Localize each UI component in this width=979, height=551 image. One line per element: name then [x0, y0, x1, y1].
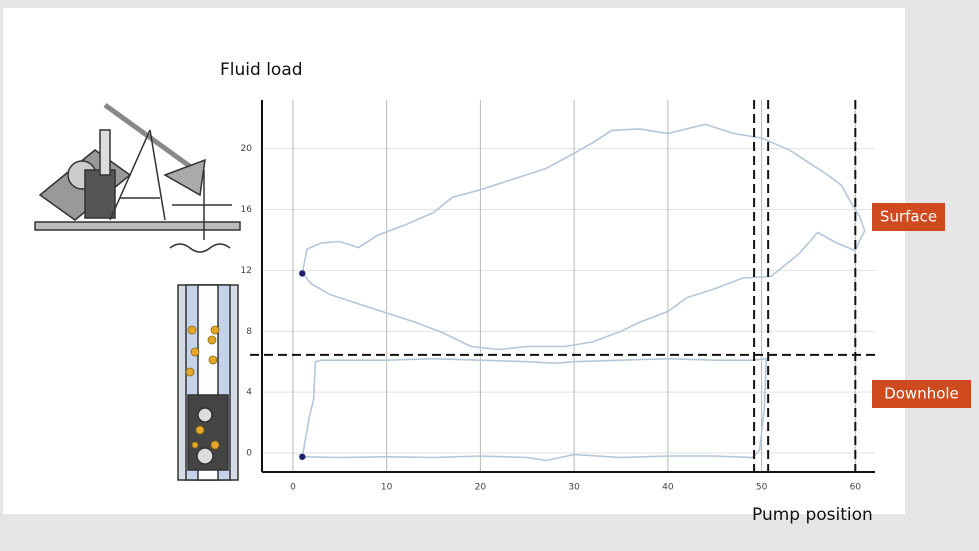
slide-background	[3, 8, 905, 514]
y-tick-label: 20	[241, 144, 253, 154]
y-tick-label: 4	[246, 388, 252, 398]
y-tick-label: 12	[241, 266, 252, 276]
x-tick-label: 30	[568, 483, 580, 493]
y-tick-label: 0	[246, 448, 252, 458]
marker-dot	[299, 453, 306, 460]
x-tick-label: 20	[475, 483, 487, 493]
x-tick-label: 50	[756, 483, 768, 493]
x-tick-label: 10	[381, 483, 393, 493]
x-tick-label: 60	[850, 483, 862, 493]
y-tick-label: 16	[241, 205, 253, 215]
x-tick-label: 0	[290, 483, 296, 493]
y-tick-label: 8	[246, 327, 252, 337]
pump-jack-illustration	[34, 102, 241, 253]
series-label: Downhole	[884, 385, 959, 403]
plot: 0 4 8 12 16 20 0 10 20 30 40 50 60 Surface Downhole	[241, 100, 971, 493]
well-illustration	[177, 284, 239, 481]
series-label-box	[872, 380, 971, 408]
series-label-box	[872, 203, 945, 231]
series-line	[301, 123, 866, 351]
series-line	[301, 357, 768, 462]
y-axis-label: Fluid load	[220, 60, 303, 80]
series-label: Surface	[880, 208, 937, 226]
x-axis-label: Pump position	[752, 505, 873, 525]
marker-dot	[299, 270, 306, 277]
x-tick-label: 40	[662, 483, 674, 493]
